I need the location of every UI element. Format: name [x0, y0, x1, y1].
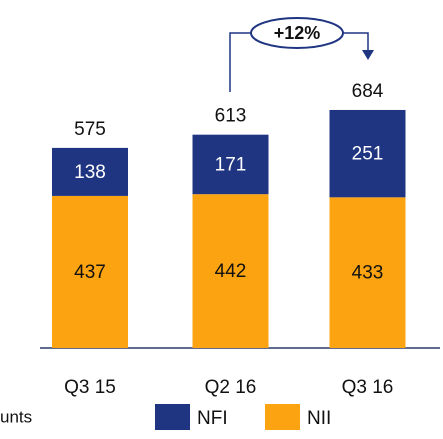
bar-segment — [329, 197, 406, 348]
value-label: 437 — [74, 262, 106, 283]
x-tick-label: Q3 16 — [342, 377, 394, 398]
bar-segment — [329, 109, 406, 198]
legend-swatch — [265, 404, 300, 430]
bar-segment — [192, 194, 269, 348]
note: unts — [0, 407, 32, 426]
legend-label: NII — [307, 408, 331, 429]
value-label: 433 — [352, 263, 384, 284]
legend-label: NFI — [197, 408, 228, 429]
value-label: 171 — [215, 154, 247, 175]
annotation: +12% — [274, 23, 321, 43]
bar-segment — [52, 195, 128, 348]
x-tick-label: Q2 16 — [205, 377, 257, 398]
total-label: 684 — [352, 81, 384, 102]
annotation-arrow — [362, 50, 374, 60]
annotation-oval — [250, 17, 344, 49]
value-label: 442 — [215, 261, 247, 282]
bar-segment — [192, 134, 269, 195]
x-tick-label: Q3 15 — [64, 377, 116, 398]
legend-swatch — [155, 404, 190, 430]
value-label: 251 — [352, 144, 384, 165]
annotation-bracket — [229, 32, 369, 92]
value-label: 138 — [74, 162, 106, 183]
total-label: 575 — [74, 119, 106, 140]
total-label: 613 — [215, 106, 247, 127]
bar-segment — [52, 147, 128, 196]
